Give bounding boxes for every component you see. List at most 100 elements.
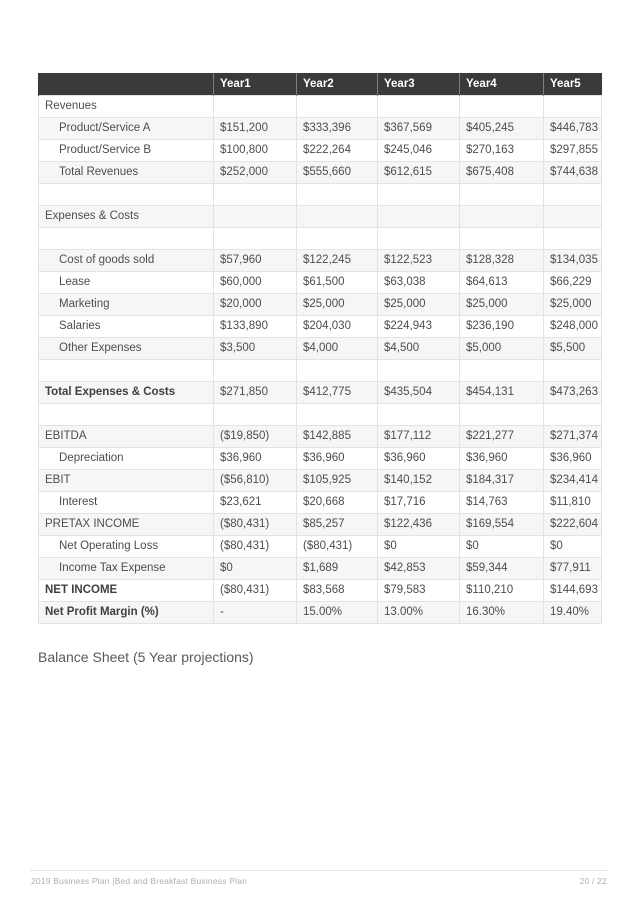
row-value: $0 xyxy=(543,534,602,558)
row-value xyxy=(459,358,544,382)
table-row: Revenues xyxy=(38,94,602,118)
row-value xyxy=(377,402,460,426)
row-value: $36,960 xyxy=(543,446,602,470)
table-row xyxy=(38,182,602,206)
row-value: $454,131 xyxy=(459,380,544,404)
row-label: Total Revenues xyxy=(38,160,214,184)
table-row: NET INCOME ($80,431) $83,568 $79,583 $110,21… xyxy=(38,578,602,602)
income-statement-table: Year1 Year2 Year3 Year4 Year5 Revenues Produc… xyxy=(38,73,602,624)
row-value: $1,689 xyxy=(296,556,378,580)
row-value: $134,035 xyxy=(543,248,602,272)
table-row: Net Profit Margin (%) -15.00% 13.00% 16.30%… xyxy=(38,600,602,624)
row-value: $64,613 xyxy=(459,270,544,294)
table-row: Salaries $133,890 $204,030 $224,943 $236,190… xyxy=(38,314,602,338)
row-value xyxy=(377,358,460,382)
row-label xyxy=(38,358,214,382)
table-row: Expenses & Costs xyxy=(38,204,602,228)
row-value: $25,000 xyxy=(459,292,544,316)
row-label: Lease xyxy=(38,270,214,294)
row-value: $675,408 xyxy=(459,160,544,184)
row-value: $105,925 xyxy=(296,468,378,492)
table-row: Net Operating Loss ($80,431) ($80,431) $0 $0… xyxy=(38,534,602,558)
row-value: $122,523 xyxy=(377,248,460,272)
row-value: $412,775 xyxy=(296,380,378,404)
row-value: $297,855 xyxy=(543,138,602,162)
row-value xyxy=(296,94,378,118)
row-label: Product/Service B xyxy=(38,138,214,162)
row-value: $85,257 xyxy=(296,512,378,536)
row-value: $14,763 xyxy=(459,490,544,514)
row-value: $17,716 xyxy=(377,490,460,514)
row-value: $333,396 xyxy=(296,116,378,140)
row-value: 16.30% xyxy=(459,600,544,624)
row-label: Total Expenses & Costs xyxy=(38,380,214,404)
row-label: Interest xyxy=(38,490,214,514)
row-value: ($80,431) xyxy=(213,578,297,602)
table-row xyxy=(38,402,602,426)
row-label xyxy=(38,226,214,250)
table-row: Marketing $20,000 $25,000 $25,000 $25,000 $25… xyxy=(38,292,602,316)
row-value: $100,800 xyxy=(213,138,297,162)
row-value: $23,621 xyxy=(213,490,297,514)
table-row: Other Expenses $3,500 $4,000 $4,500 $5,000 $5… xyxy=(38,336,602,360)
row-label: EBIT xyxy=(38,468,214,492)
header-cell-year: Year5 xyxy=(543,73,602,95)
row-value: ($56,810) xyxy=(213,468,297,492)
row-value xyxy=(459,402,544,426)
row-value xyxy=(377,204,460,228)
row-value: $63,038 xyxy=(377,270,460,294)
footer-page-number: 20 / 22 xyxy=(579,876,607,886)
row-value: $612,615 xyxy=(377,160,460,184)
row-value: $25,000 xyxy=(377,292,460,316)
row-value: $20,668 xyxy=(296,490,378,514)
row-label: EBITDA xyxy=(38,424,214,448)
row-value: $36,960 xyxy=(459,446,544,470)
row-value: $122,436 xyxy=(377,512,460,536)
row-value xyxy=(543,226,602,250)
row-value: $248,000 xyxy=(543,314,602,338)
row-value: $142,885 xyxy=(296,424,378,448)
row-value: $4,500 xyxy=(377,336,460,360)
row-value xyxy=(377,94,460,118)
row-value: ($19,850) xyxy=(213,424,297,448)
row-value: $36,960 xyxy=(296,446,378,470)
row-value: $42,853 xyxy=(377,556,460,580)
row-label: Salaries xyxy=(38,314,214,338)
row-value: $252,000 xyxy=(213,160,297,184)
row-value: $20,000 xyxy=(213,292,297,316)
row-value xyxy=(296,226,378,250)
row-value: $110,210 xyxy=(459,578,544,602)
row-value: $0 xyxy=(377,534,460,558)
row-value: 19.40% xyxy=(543,600,602,624)
row-value: $221,277 xyxy=(459,424,544,448)
row-value xyxy=(543,402,602,426)
footer-document-title: 2019 Business Plan |Bed and Breakfast Bu… xyxy=(31,876,248,886)
row-value: $5,000 xyxy=(459,336,544,360)
row-value: $77,911 xyxy=(543,556,602,580)
row-value: $25,000 xyxy=(296,292,378,316)
row-label: Depreciation xyxy=(38,446,214,470)
row-value: $367,569 xyxy=(377,116,460,140)
row-label: Other Expenses xyxy=(38,336,214,360)
table-body: Revenues Product/Service A $151,200 $333,39… xyxy=(38,94,602,624)
row-value: ($80,431) xyxy=(213,534,297,558)
row-value xyxy=(296,358,378,382)
row-value: $204,030 xyxy=(296,314,378,338)
table-row: EBITDA ($19,850) $142,885 $177,112 $221,277 $… xyxy=(38,424,602,448)
row-value: $83,568 xyxy=(296,578,378,602)
row-value xyxy=(296,402,378,426)
row-value xyxy=(543,94,602,118)
row-value: $177,112 xyxy=(377,424,460,448)
row-value: 13.00% xyxy=(377,600,460,624)
row-value xyxy=(459,94,544,118)
table-row: Lease $60,000 $61,500 $63,038 $64,613 $66,229 xyxy=(38,270,602,294)
row-value: $3,500 xyxy=(213,336,297,360)
row-value: 15.00% xyxy=(296,600,378,624)
table-row: EBIT ($56,810) $105,925 $140,152 $184,317 $23… xyxy=(38,468,602,492)
row-value: $224,943 xyxy=(377,314,460,338)
row-value: $271,850 xyxy=(213,380,297,404)
header-cell-year: Year1 xyxy=(213,73,297,95)
row-value: $60,000 xyxy=(213,270,297,294)
row-label: Cost of goods sold xyxy=(38,248,214,272)
row-value xyxy=(459,182,544,206)
